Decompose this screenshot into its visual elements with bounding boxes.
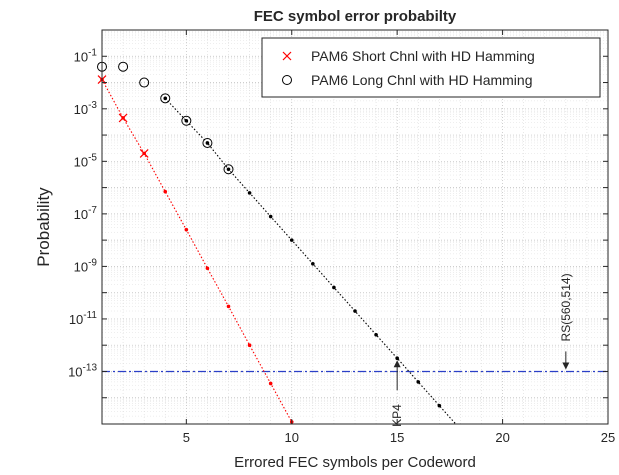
x-tick-label: 20 — [495, 430, 509, 445]
legend-entry-long: PAM6 Long Chnl with HD Hamming — [282, 72, 533, 88]
x-tick-label: 15 — [390, 430, 404, 445]
series-dot-0 — [226, 304, 231, 309]
legend-label-short: PAM6 Short Chnl with HD Hamming — [311, 48, 535, 64]
x-tick-label: 5 — [183, 430, 190, 445]
x-tick-label: 25 — [601, 430, 615, 445]
x-marker — [118, 113, 128, 123]
annotation-arrow-head — [562, 362, 570, 370]
series-dot-1 — [247, 191, 252, 195]
y-tick-label: 10-11 — [69, 310, 98, 327]
legend-entry-short: PAM6 Short Chnl with HD Hamming — [282, 48, 535, 64]
y-tick-label: 10-1 — [74, 47, 98, 64]
series-line-0 — [102, 79, 293, 423]
series-dot-1 — [163, 96, 168, 101]
circle-marker — [118, 61, 129, 72]
series-dot-1 — [353, 309, 357, 313]
series-dot-1 — [437, 403, 442, 408]
annotation-arrow-head — [393, 360, 401, 368]
series-dot-0 — [247, 343, 252, 348]
series-dot-1 — [205, 141, 210, 145]
y-tick-label: 10-13 — [68, 362, 97, 379]
series-dot-0 — [163, 189, 168, 194]
series-dot-1 — [226, 167, 231, 172]
series-dot-1 — [184, 118, 189, 123]
chart-title: FEC symbol error probabilty — [254, 8, 457, 25]
annotation-layer: KP4 RS(560,514) — [390, 273, 573, 426]
legend: PAM6 Short Chnl with HD Hamming PAM6 Lon… — [261, 37, 601, 98]
y-axis-label: Probability — [34, 187, 53, 267]
series-dot-1 — [289, 238, 294, 242]
series-dot-1 — [374, 332, 378, 337]
x-marker — [139, 149, 149, 158]
series-dot-0 — [184, 227, 189, 232]
legend-x-marker — [282, 51, 292, 61]
series-dot-1 — [416, 380, 421, 384]
annotation-label: KP4 — [390, 404, 404, 427]
series-dot-1 — [395, 356, 399, 360]
series-dot-1 — [268, 214, 273, 219]
series-dot-0 — [205, 266, 210, 271]
circle-marker — [181, 115, 192, 126]
y-tick-label: 10-3 — [74, 100, 98, 117]
series-dot-1 — [332, 285, 336, 290]
circle-marker — [223, 164, 234, 175]
legend-box — [261, 37, 601, 98]
series-dot-1 — [311, 261, 315, 266]
legend-circle-marker — [282, 75, 292, 85]
x-tick-label: 10 — [285, 430, 299, 445]
x-axis-label: Errored FEC symbols per Codeword — [234, 454, 476, 471]
annotation-label: RS(560,514) — [559, 273, 573, 341]
circle-marker — [139, 77, 150, 88]
y-tick-label: 10-5 — [74, 152, 98, 169]
series-dot-0 — [268, 381, 273, 386]
y-tick-label: 10-9 — [74, 257, 98, 274]
circle-marker — [202, 137, 213, 148]
series-layer — [97, 61, 457, 424]
y-tick-label: 10-7 — [74, 205, 98, 222]
plot-frame — [101, 29, 609, 425]
circle-marker — [160, 93, 171, 104]
ticks-layer: 5 10 15 20 25 10-1 10-3 10-5 10-7 10-9 10-11 10-13 — [68, 29, 615, 445]
legend-label-long: PAM6 Long Chnl with HD Hamming — [311, 72, 533, 88]
